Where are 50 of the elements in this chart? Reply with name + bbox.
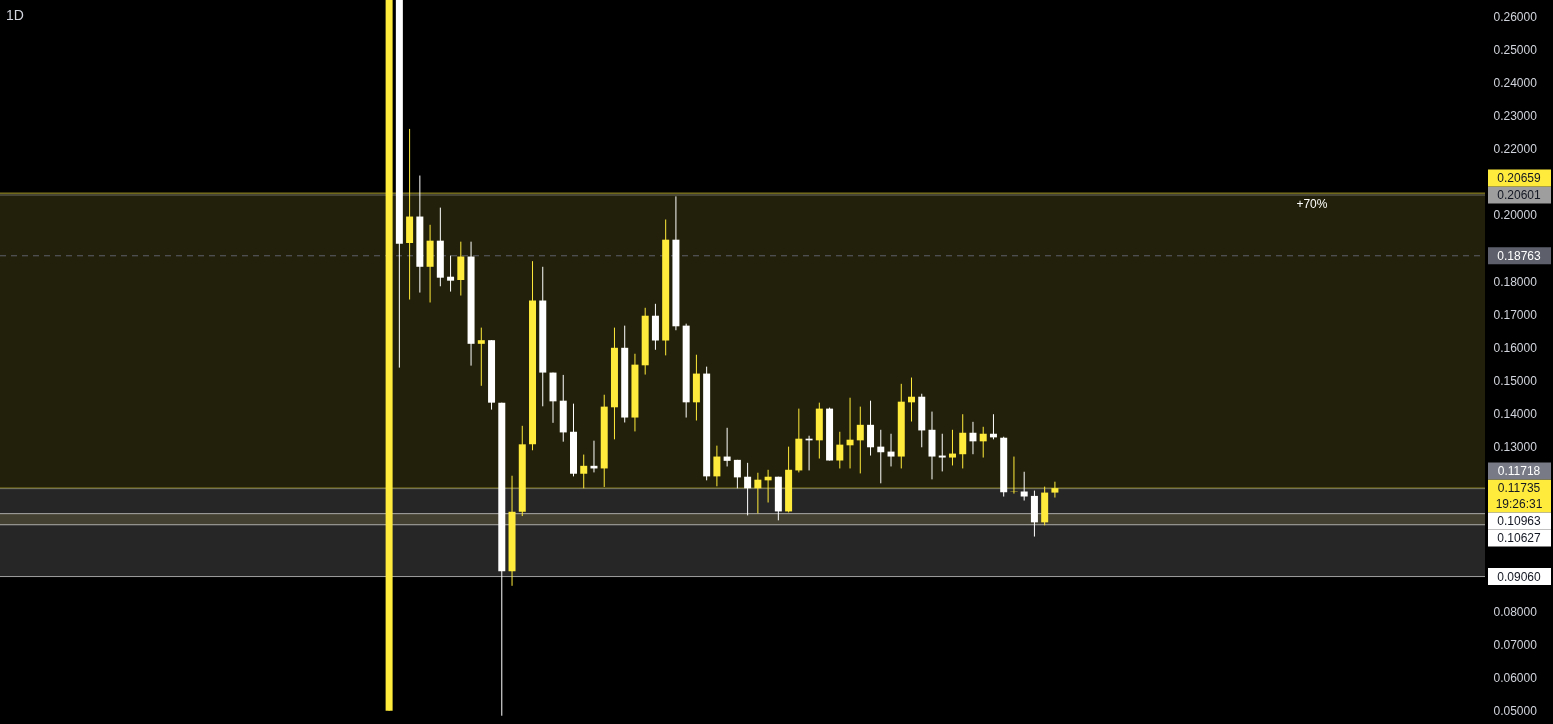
candlestick <box>938 433 946 472</box>
candlestick <box>969 421 977 455</box>
y-tick-label: 0.14000 <box>1493 406 1538 421</box>
candlestick <box>457 241 465 297</box>
text: 19:26:31 <box>1495 497 1543 512</box>
candlestick <box>580 454 588 489</box>
y-tick-label: 0.07000 <box>1493 638 1538 653</box>
y-tick-label: 0.06000 <box>1493 671 1538 686</box>
y-tick-label: 0.16000 <box>1493 340 1538 355</box>
candlestick <box>877 429 885 484</box>
y-tick-label: 0.22000 <box>1493 142 1538 157</box>
candlestick <box>948 429 956 466</box>
y-tick-label: 0.08000 <box>1493 605 1538 620</box>
ref-line-label: 0.20659 <box>1497 171 1542 186</box>
y-tick-label: 0.18000 <box>1493 274 1538 289</box>
y-tick-label: 0.05000 <box>1493 704 1538 719</box>
candlestick <box>836 431 844 469</box>
candlestick <box>959 413 967 469</box>
candlestick <box>867 400 875 457</box>
text: 1D <box>6 7 24 23</box>
candlestick <box>979 426 987 459</box>
candlestick <box>733 459 741 489</box>
candlestick <box>477 327 485 387</box>
y-tick-label: 0.20000 <box>1493 208 1538 223</box>
candlestick <box>447 255 455 293</box>
y-tick-label: 0.26000 <box>1493 10 1538 25</box>
candlestick <box>1020 471 1028 502</box>
candlestick <box>744 462 752 516</box>
ref-line-label: 0.20601 <box>1497 188 1542 203</box>
y-tick-label: 0.17000 <box>1493 307 1538 322</box>
candlestick <box>846 397 854 469</box>
y-tick-label: 0.23000 <box>1493 109 1538 124</box>
candlestick <box>754 472 762 514</box>
y-tick-label: 0.24000 <box>1493 76 1538 91</box>
annotation: +70% <box>1296 197 1328 212</box>
candlestick <box>713 445 721 487</box>
y-tick-label: 0.15000 <box>1493 373 1538 388</box>
ref-line-label: 0.18763 <box>1497 248 1542 263</box>
ref-line-label: 0.11718 <box>1497 464 1541 479</box>
ref-line-label: 0.11735 <box>1497 481 1541 496</box>
ref-line-label: 0.10627 <box>1497 531 1542 546</box>
ref-line-label: 0.10963 <box>1497 514 1542 529</box>
candlestick <box>856 406 864 474</box>
candlestick <box>887 433 895 467</box>
ref-line-label: 0.09060 <box>1497 569 1542 584</box>
candlestick <box>908 377 916 423</box>
candlestick <box>723 427 731 467</box>
candlestick <box>1051 481 1059 499</box>
y-tick-label: 0.13000 <box>1493 439 1538 454</box>
y-tick-label: 0.25000 <box>1493 43 1538 58</box>
